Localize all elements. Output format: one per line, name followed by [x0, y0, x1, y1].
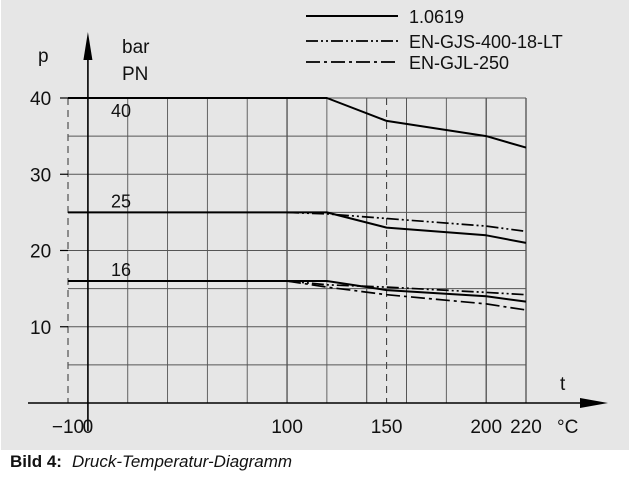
x-tick-label: 220: [510, 417, 542, 438]
series-line-en-gjl-250-pn16: [286, 280, 527, 311]
chart-series: [68, 97, 527, 311]
series-line-1-0619-pn16: [68, 280, 527, 303]
x-tick-label: 0: [83, 417, 94, 438]
chart-grid: [67, 97, 527, 403]
legend-entry-2: EN-GJL-250: [409, 53, 509, 73]
series-line-1-0619-pn25: [68, 211, 527, 244]
chart-labels: 10 20 30 40 −100 100 150 200 220 p bar PN t °C 40 25 16: [30, 37, 578, 438]
x-tick-label: 100: [271, 417, 303, 438]
y-axis-pn-label: PN: [122, 64, 148, 85]
pn-label-40: 40: [111, 101, 131, 121]
y-axis-arrow: [83, 32, 93, 60]
x-tick-label: −10: [52, 417, 84, 438]
legend-entry-0: 1.0619: [409, 7, 464, 27]
pn-label-16: 16: [111, 260, 131, 280]
legend-entry-1: EN-GJS-400-18-LT: [409, 32, 563, 52]
caption-label: Bild 4:: [10, 452, 62, 471]
y-tick-label: 40: [30, 89, 51, 110]
chart-axes: [28, 32, 608, 431]
series-line-en-gjs-400-18-lt-pn16: [286, 280, 527, 296]
x-axis-unit: °C: [557, 417, 578, 438]
series-line-en-gjs-400-18-lt-pn25: [286, 211, 527, 233]
y-tick-label: 20: [30, 242, 51, 263]
pn-label-25: 25: [111, 191, 131, 211]
y-tick-label: 30: [30, 165, 51, 186]
chart-background: [1, 0, 629, 450]
x-tick-label: 150: [371, 417, 403, 438]
x-axis-symbol: t: [560, 374, 566, 395]
series-line-1-0619-pn40: [68, 97, 527, 149]
x-tick-label: 200: [470, 417, 502, 438]
y-axis-symbol: p: [38, 46, 49, 67]
x-axis-arrow: [580, 398, 608, 408]
figure-caption: Bild 4: Druck-Temperatur-Diagramm: [10, 452, 292, 472]
y-axis-unit: bar: [122, 37, 150, 58]
y-tick-label: 10: [30, 318, 51, 339]
caption-text: Druck-Temperatur-Diagramm: [71, 452, 293, 471]
